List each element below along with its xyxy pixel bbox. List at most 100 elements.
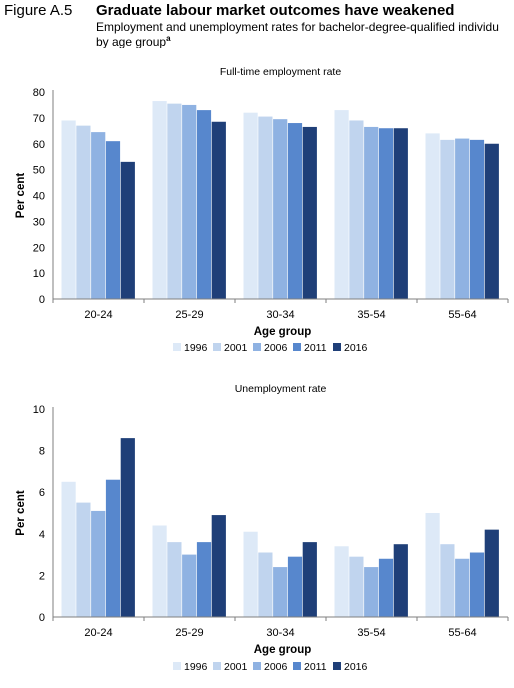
employment-legend-label-2001: 2001	[224, 342, 248, 354]
employment-y-tick-label: 0	[39, 294, 45, 306]
unemployment-legend-swatch-2001	[213, 662, 221, 670]
employment-y-tick-label: 10	[33, 268, 45, 280]
unemployment-bar-2011-35-54	[378, 558, 394, 617]
employment-y-tick-label: 20	[33, 242, 45, 254]
employment-bar-2011-35-54	[378, 128, 394, 299]
unemployment-bar-2016-25-29	[211, 515, 226, 617]
unemployment-bar-2006-30-34	[273, 567, 288, 617]
unemployment-legend-swatch-2011	[293, 662, 301, 670]
employment-bar-2001-55-64	[440, 139, 455, 299]
unemployment-bar-1996-20-24	[61, 481, 76, 617]
employment-bar-2011-55-64	[469, 139, 485, 299]
unemployment-x-tick-label: 20-24	[84, 627, 112, 639]
employment-bar-2006-30-34	[273, 119, 288, 299]
employment-bar-1996-55-64	[425, 133, 440, 299]
unemployment-y-tick-label: 2	[39, 570, 45, 582]
unemployment-bar-2016-55-64	[484, 529, 499, 617]
subtitle-line-2: by age group	[96, 35, 167, 48]
employment-x-tick-label: 30-34	[266, 309, 294, 321]
employment-legend-label-1996: 1996	[184, 342, 208, 354]
unemployment-bar-2001-30-34	[258, 552, 273, 617]
employment-bar-2016-20-24	[120, 161, 135, 299]
employment-bar-2016-30-34	[302, 126, 317, 300]
employment-x-tick-label: 25-29	[175, 309, 203, 321]
unemployment-bar-2006-25-29	[182, 554, 197, 617]
unemployment-bar-2001-25-29	[167, 542, 182, 617]
unemployment-x-tick-label: 25-29	[175, 627, 203, 639]
employment-y-tick-label: 50	[33, 165, 45, 177]
employment-y-tick-label: 60	[33, 139, 45, 151]
figure-label: Figure A.5	[4, 2, 73, 19]
unemployment-y-tick-label: 8	[39, 446, 45, 458]
unemployment-x-tick-label: 35-54	[357, 627, 385, 639]
unemployment-legend-swatch-2016	[333, 662, 341, 670]
subtitle-footnote-marker: a	[166, 34, 171, 43]
employment-bar-1996-20-24	[61, 120, 76, 300]
unemployment-bar-2006-35-54	[364, 567, 379, 617]
figure-subtitle: Employment and unemployment rates for ba…	[96, 21, 514, 48]
employment-bar-2001-25-29	[167, 103, 182, 299]
unemployment-legend-label-2006: 2006	[264, 661, 288, 673]
unemployment-legend-label-2016: 2016	[344, 661, 368, 673]
unemployment-legend-swatch-1996	[173, 662, 181, 670]
employment-bar-2006-35-54	[364, 126, 379, 300]
unemployment-bar-2001-20-24	[76, 502, 91, 617]
employment-bar-2016-35-54	[393, 128, 408, 299]
employment-y-tick-label: 70	[33, 113, 45, 125]
employment-y-tick-label: 40	[33, 191, 45, 203]
unemployment-bar-2011-25-29	[196, 542, 212, 617]
unemployment-bar-2016-35-54	[393, 544, 408, 617]
employment-legend-swatch-2001	[213, 343, 221, 351]
unemployment-y-tick-label: 10	[33, 404, 45, 416]
employment-y-axis-title: Per cent	[15, 173, 27, 219]
unemployment-bar-1996-30-34	[243, 531, 258, 617]
unemployment-x-tick-label: 55-64	[448, 627, 476, 639]
employment-bar-2016-25-29	[211, 121, 226, 299]
employment-bar-2011-25-29	[196, 110, 212, 299]
employment-legend-swatch-2006	[253, 343, 261, 351]
unemployment-x-axis-title: Age group	[254, 644, 312, 656]
unemployment-bar-2006-55-64	[455, 558, 470, 617]
employment-bar-1996-25-29	[152, 101, 167, 299]
employment-legend-swatch-2016	[333, 343, 341, 351]
employment-bar-2006-20-24	[91, 132, 106, 299]
employment-legend-label-2011: 2011	[304, 342, 327, 354]
unemployment-bar-1996-25-29	[152, 525, 167, 617]
employment-legend-label-2016: 2016	[344, 342, 368, 354]
unemployment-y-tick-label: 4	[39, 529, 45, 541]
unemployment-bar-2006-20-24	[91, 510, 106, 617]
employment-bar-2001-35-54	[349, 120, 364, 300]
unemployment-bar-2011-30-34	[287, 556, 303, 617]
unemployment-bar-1996-35-54	[334, 546, 349, 617]
employment-x-tick-label: 55-64	[448, 309, 476, 321]
unemployment-legend-label-1996: 1996	[184, 661, 208, 673]
unemployment-legend-swatch-2006	[253, 662, 261, 670]
employment-bar-2001-20-24	[76, 125, 91, 299]
unemployment-y-tick-label: 6	[39, 487, 45, 499]
employment-legend-swatch-2011	[293, 343, 301, 351]
employment-chart-title: Full-time employment rate	[220, 66, 342, 78]
unemployment-bar-2011-20-24	[105, 479, 121, 617]
employment-bar-2011-20-24	[105, 141, 121, 299]
figure-title: Graduate labour market outcomes have wea…	[96, 2, 455, 19]
employment-x-tick-label: 35-54	[357, 309, 385, 321]
employment-x-tick-label: 20-24	[84, 309, 112, 321]
unemployment-y-tick-label: 0	[39, 612, 45, 624]
unemployment-bar-2016-30-34	[302, 542, 317, 617]
employment-bar-2006-25-29	[182, 104, 197, 299]
subtitle-line-1: Employment and unemployment rates for ba…	[96, 21, 499, 34]
employment-bar-1996-35-54	[334, 110, 349, 299]
unemployment-bar-2016-20-24	[120, 438, 135, 617]
unemployment-legend-label-2011: 2011	[304, 661, 327, 673]
employment-x-axis-title: Age group	[254, 326, 312, 338]
unemployment-bar-2001-35-54	[349, 556, 364, 617]
employment-bar-2016-55-64	[484, 143, 499, 299]
unemployment-bar-1996-55-64	[425, 513, 440, 617]
employment-y-tick-label: 80	[33, 87, 45, 99]
unemployment-y-axis-title: Per cent	[15, 490, 27, 536]
unemployment-x-tick-label: 30-34	[266, 627, 294, 639]
employment-bar-2011-30-34	[287, 123, 303, 299]
employment-bar-2001-30-34	[258, 116, 273, 299]
employment-bar-1996-30-34	[243, 112, 258, 299]
